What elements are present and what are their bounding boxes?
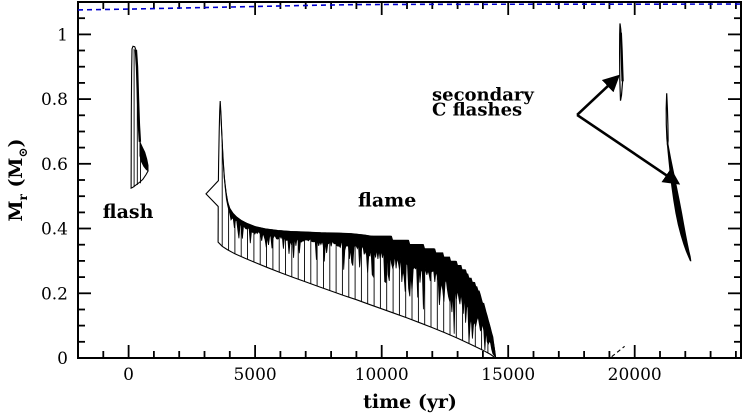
y-axis-title-base: M — [5, 200, 27, 222]
axis-ticks — [78, 2, 741, 359]
x-axis-title: time (yr) — [363, 391, 457, 413]
secondary-flash-1 — [618, 23, 624, 101]
total-mass-dashed-line — [77, 3, 742, 11]
y-axis-title-sub: r — [15, 194, 30, 201]
y-axis-title-paren: (M — [5, 157, 27, 195]
x-tick-label: 20000 — [608, 365, 662, 385]
arrow — [576, 113, 681, 185]
flash-region — [130, 45, 149, 189]
flame-region — [205, 100, 497, 360]
x-tick-label: 10000 — [355, 365, 409, 385]
x-tick-label: 5000 — [233, 365, 276, 385]
annotation-arrows — [576, 74, 681, 185]
y-axis-title: Mr (M⊙) — [3, 110, 30, 250]
y-tick-label: 1 — [57, 25, 68, 45]
flame-label: flame — [358, 190, 416, 212]
y-tick-label: 0.2 — [41, 284, 68, 304]
y-tick-label: 0.6 — [41, 155, 68, 175]
y-axis-title-sun-icon: ⊙ — [15, 147, 30, 158]
x-tick-label: 15000 — [481, 365, 535, 385]
plot-frame — [77, 1, 742, 359]
flash-label: flash — [103, 201, 154, 223]
y-tick-label: 0.4 — [41, 220, 68, 240]
y-tick-label: 0 — [57, 349, 68, 369]
dashed-track-mark — [611, 345, 625, 358]
tick-labels: 0 5000 10000 15000 20000 0 0.2 0.4 0.6 0.8 1 — [41, 25, 662, 385]
secondary-label: secondary C flashes — [432, 84, 534, 120]
annotations: flash flame secondary C flashes — [103, 84, 535, 223]
x-tick-label: 0 — [123, 365, 134, 385]
arrow — [576, 74, 620, 116]
y-tick-label: 0.8 — [41, 90, 68, 110]
y-axis-title-close: ) — [5, 138, 27, 148]
